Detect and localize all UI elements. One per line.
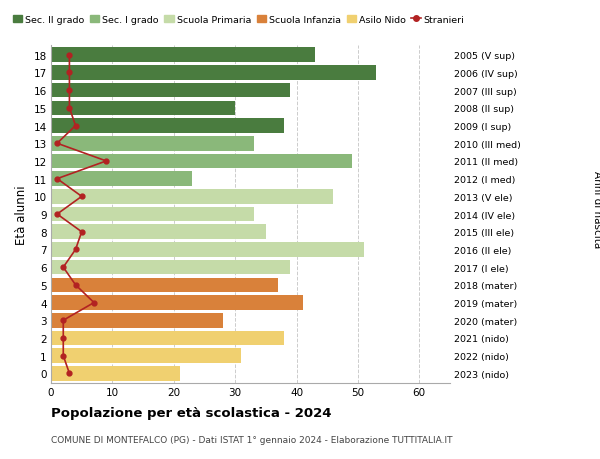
Text: Anni di nascita: Anni di nascita xyxy=(592,170,600,247)
Bar xyxy=(51,207,254,222)
Bar xyxy=(51,278,278,292)
Bar xyxy=(51,48,315,63)
Text: COMUNE DI MONTEFALCO (PG) - Dati ISTAT 1° gennaio 2024 - Elaborazione TUTTITALIA: COMUNE DI MONTEFALCO (PG) - Dati ISTAT 1… xyxy=(51,435,452,444)
Bar xyxy=(51,243,364,257)
Bar xyxy=(51,172,192,186)
Bar xyxy=(51,260,290,275)
Legend: Sec. II grado, Sec. I grado, Scuola Primaria, Scuola Infanzia, Asilo Nido, Stran: Sec. II grado, Sec. I grado, Scuola Prim… xyxy=(9,12,468,28)
Bar xyxy=(51,154,352,169)
Bar xyxy=(51,331,284,346)
Bar xyxy=(51,190,334,204)
Text: Popolazione per età scolastica - 2024: Popolazione per età scolastica - 2024 xyxy=(51,406,331,419)
Bar xyxy=(51,84,290,98)
Bar xyxy=(51,137,254,151)
Bar xyxy=(51,225,266,240)
Bar xyxy=(51,101,235,116)
Bar xyxy=(51,119,284,134)
Bar xyxy=(51,296,302,310)
Y-axis label: Età alunni: Età alunni xyxy=(15,185,28,244)
Bar xyxy=(51,313,223,328)
Bar xyxy=(51,66,376,80)
Bar xyxy=(51,366,180,381)
Bar xyxy=(51,349,241,363)
